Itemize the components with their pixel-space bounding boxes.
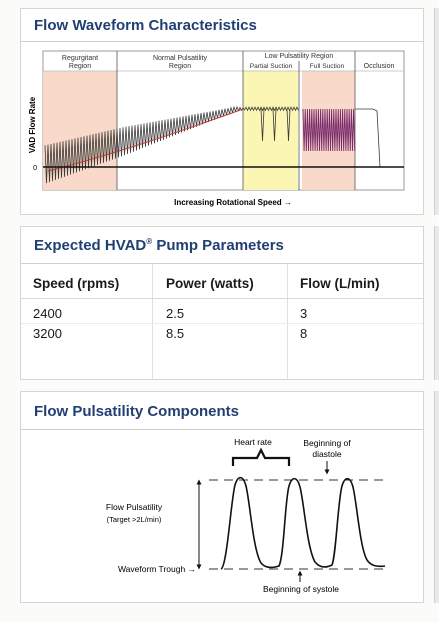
flow-pulsatility-panel: Flow Pulsatility Components Heart rate B…: [20, 391, 424, 603]
full-suction-label: Full Suction: [310, 63, 345, 70]
title-main: Expected HVAD: [34, 237, 147, 254]
adjacent-page-edge: [434, 391, 439, 603]
panel-title-pump-parameters: Expected HVAD® Pump Parameters: [34, 237, 284, 254]
regurgitant-label-2: Region: [69, 63, 91, 70]
registered-mark: ®: [146, 237, 153, 246]
panel-title-flow-waveform: Flow Waveform Characteristics: [34, 17, 257, 34]
table-cell: 2.5: [166, 306, 185, 321]
table-cell: 8.5: [166, 326, 185, 341]
diastole-label-1: Beginning of: [303, 438, 351, 448]
table-cell: 2400: [33, 306, 62, 321]
partial-suction-label: Partial Suction: [250, 63, 293, 70]
low-pulsatility-label: Low Pulsatility Region: [265, 53, 334, 60]
flow-waveform-chart: Regurgitant Region Normal Pulsatility Re…: [28, 50, 405, 207]
flow-waveform-panel: Flow Waveform Characteristics Regurgitan…: [20, 8, 424, 215]
pulsatility-waveform: [220, 476, 386, 570]
suction-waveform-line: [302, 108, 356, 152]
column-header-speed: Speed (rpms): [33, 276, 120, 291]
table-cell: 3200: [33, 326, 62, 341]
title-tail: Pump Parameters: [152, 237, 284, 254]
table-cell: 8: [300, 326, 308, 341]
pulsatility-diagram: Heart rate Beginning of diastole Flow Pu…: [106, 437, 386, 594]
title-divider: [21, 263, 423, 264]
title-divider: [21, 429, 423, 430]
normal-label-1: Normal Pulsatility: [153, 55, 208, 62]
flow-waveform-line: [44, 105, 404, 184]
pump-parameters-panel: Expected HVAD® Pump Parameters Speed (rp…: [20, 226, 424, 380]
waveform-trough-label: Waveform Trough →: [118, 564, 196, 574]
target-label: (Target >2L/min): [107, 515, 162, 524]
partial-suction-shade: [243, 71, 298, 190]
column-header-power: Power (watts): [166, 276, 254, 291]
y-axis-label: VAD Flow Rate: [28, 96, 37, 153]
normal-label-2: Region: [169, 63, 191, 70]
panel-title-flow-pulsatility: Flow Pulsatility Components: [34, 403, 240, 420]
adjacent-page-edge: [434, 8, 439, 215]
regurgitant-region-shade: [43, 71, 117, 190]
systole-label: Beginning of systole: [263, 584, 339, 594]
diastole-label-2: diastole: [312, 449, 342, 459]
regurgitant-label-1: Regurgitant: [62, 55, 98, 62]
x-axis-label: Increasing Rotational Speed →: [174, 198, 292, 207]
heart-rate-label: Heart rate: [234, 437, 272, 447]
column-header-flow: Flow (L/min): [300, 276, 380, 291]
table-cell: 3: [300, 306, 308, 321]
heart-rate-bracket: [231, 447, 291, 466]
parameters-table: Speed (rpms) Power (watts) Flow (L/min) …: [21, 264, 423, 379]
occlusion-label: Occlusion: [364, 63, 395, 70]
flow-pulsatility-label: Flow Pulsatility: [106, 502, 163, 512]
adjacent-page-edge: [434, 226, 439, 380]
mean-flow-trend-line: [47, 108, 244, 172]
title-divider: [21, 41, 423, 42]
zero-label: 0: [33, 165, 37, 172]
